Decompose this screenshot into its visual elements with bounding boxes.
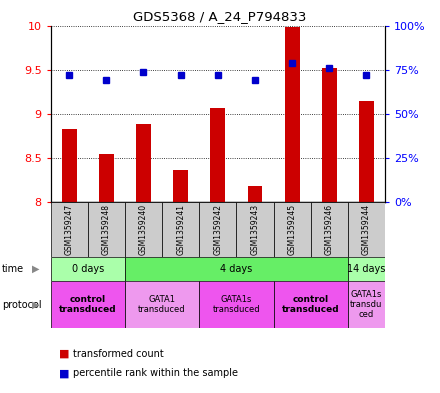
Bar [359, 101, 374, 202]
Bar [248, 185, 262, 202]
Text: ▶: ▶ [32, 299, 40, 310]
Text: 14 days: 14 days [347, 264, 385, 274]
Bar [125, 257, 348, 281]
Text: protocol: protocol [2, 299, 42, 310]
Text: 4 days: 4 days [220, 264, 253, 274]
Bar [88, 202, 125, 257]
Bar [274, 202, 311, 257]
Text: transformed count: transformed count [73, 349, 163, 359]
Bar [274, 281, 348, 328]
Text: GSM1359242: GSM1359242 [213, 204, 222, 255]
Bar [173, 170, 188, 202]
Text: GSM1359245: GSM1359245 [288, 204, 297, 255]
Bar [51, 281, 125, 328]
Bar [51, 202, 88, 257]
Bar [236, 202, 274, 257]
Text: GSM1359244: GSM1359244 [362, 204, 371, 255]
Text: GSM1359243: GSM1359243 [250, 204, 260, 255]
Text: GSM1359241: GSM1359241 [176, 204, 185, 255]
Text: control
transduced: control transduced [282, 295, 340, 314]
Text: ▶: ▶ [32, 264, 40, 274]
Bar [51, 257, 125, 281]
Text: 0 days: 0 days [72, 264, 104, 274]
Bar [136, 124, 151, 202]
Bar [125, 202, 162, 257]
Text: GDS5368 / A_24_P794833: GDS5368 / A_24_P794833 [133, 10, 307, 23]
Bar [348, 202, 385, 257]
Bar [322, 68, 337, 202]
Bar [348, 257, 385, 281]
Bar [125, 281, 199, 328]
Text: GSM1359240: GSM1359240 [139, 204, 148, 255]
Text: GATA1
transduced: GATA1 transduced [138, 295, 186, 314]
Bar [199, 202, 236, 257]
Bar [348, 281, 385, 328]
Bar [285, 27, 300, 202]
Bar [199, 281, 274, 328]
Text: GATA1s
transdu
ced: GATA1s transdu ced [350, 290, 383, 320]
Text: time: time [2, 264, 24, 274]
Bar [210, 108, 225, 202]
Bar [99, 154, 114, 202]
Bar [62, 129, 77, 202]
Bar [162, 202, 199, 257]
Bar [311, 202, 348, 257]
Text: percentile rank within the sample: percentile rank within the sample [73, 368, 238, 378]
Text: GATA1s
transduced: GATA1s transduced [213, 295, 260, 314]
Text: GSM1359246: GSM1359246 [325, 204, 334, 255]
Text: GSM1359247: GSM1359247 [65, 204, 73, 255]
Text: control
transduced: control transduced [59, 295, 117, 314]
Text: ■: ■ [59, 368, 70, 378]
Text: ■: ■ [59, 349, 70, 359]
Text: GSM1359248: GSM1359248 [102, 204, 111, 255]
